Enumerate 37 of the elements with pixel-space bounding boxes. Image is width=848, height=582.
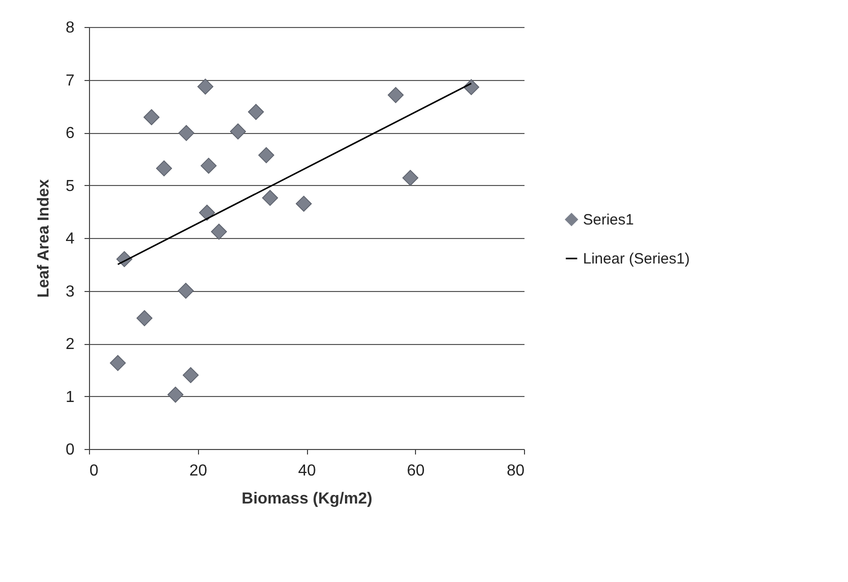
y-tick-label: 8 bbox=[66, 20, 75, 36]
y-axis-title: Leaf Area Index bbox=[36, 179, 53, 298]
point bbox=[199, 204, 215, 221]
point bbox=[136, 310, 152, 326]
y-tick-label: 4 bbox=[66, 230, 75, 248]
point bbox=[144, 109, 160, 126]
point bbox=[388, 87, 404, 104]
point bbox=[178, 282, 194, 299]
point bbox=[258, 147, 274, 164]
point bbox=[296, 196, 312, 212]
y-tick-label: 1 bbox=[66, 388, 75, 406]
point bbox=[402, 170, 418, 186]
point bbox=[248, 104, 264, 120]
legend-label: Series1 bbox=[583, 212, 634, 228]
point bbox=[167, 386, 184, 403]
point bbox=[197, 78, 214, 95]
point bbox=[230, 123, 246, 140]
y-tick-label: 2 bbox=[66, 336, 75, 353]
x-axis-title: Biomass (Kg/m2) bbox=[242, 490, 372, 508]
y-tick-label: 0 bbox=[66, 442, 75, 458]
x-tick-label: 0 bbox=[90, 462, 98, 480]
y-tick-label: 7 bbox=[66, 72, 75, 90]
point bbox=[200, 158, 217, 174]
x-tick-label: 40 bbox=[298, 462, 316, 480]
x-tick-label: 80 bbox=[506, 462, 525, 480]
point bbox=[210, 224, 227, 240]
x-tick-label: 60 bbox=[406, 462, 425, 480]
point bbox=[110, 355, 126, 371]
point bbox=[178, 125, 194, 142]
legend-label: Linear (Series1) bbox=[583, 250, 690, 268]
point bbox=[182, 367, 199, 384]
point bbox=[262, 190, 278, 206]
y-tick-label: 3 bbox=[66, 283, 75, 300]
y-tick-label: 5 bbox=[66, 178, 75, 195]
y-tick-label: 6 bbox=[66, 125, 75, 142]
point bbox=[156, 160, 172, 176]
x-tick-label: 20 bbox=[189, 462, 208, 480]
